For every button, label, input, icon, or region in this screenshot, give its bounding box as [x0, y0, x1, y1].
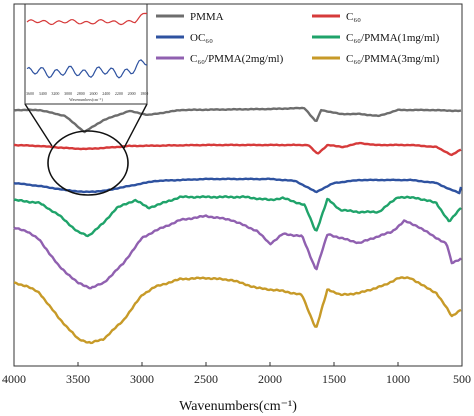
inset-tick-label: 3400 — [39, 91, 47, 96]
magnifier-circle — [47, 130, 129, 196]
series-line-2 — [13, 177, 463, 195]
x-tick-label: 1000 — [386, 372, 410, 386]
chart-frame — [13, 3, 463, 367]
x-tick-label: 2500 — [194, 372, 218, 386]
inset-series-line — [26, 12, 148, 26]
inset-tick-label: 3600 — [26, 91, 34, 96]
series-line-5 — [13, 276, 462, 345]
x-tick-label: 3500 — [66, 372, 90, 386]
series-line-4 — [13, 214, 462, 290]
x-axis-title: Wavenumbers(cm⁻¹) — [179, 399, 297, 414]
legend-label-pmma: PMMA — [190, 11, 224, 23]
inset-tick-label: 2200 — [115, 91, 123, 96]
legend-label-c60pmma1: C₆₀/PMMA(1mg/ml) — [346, 32, 440, 44]
inset-tick-label: 2400 — [102, 91, 110, 96]
legend-label-oc60: OC₆₀ — [190, 32, 213, 44]
series-lines — [13, 106, 463, 345]
x-tick-label: 1500 — [322, 372, 346, 386]
inset-tick-label: 2600 — [90, 91, 98, 96]
x-tick-label: 500 — [453, 372, 471, 386]
inset-tick-label: 3200 — [51, 91, 59, 96]
series-line-1 — [13, 141, 462, 157]
inset-tick-label: 2000 — [128, 91, 136, 96]
inset-tick-label: 3000 — [64, 91, 72, 96]
x-tick-label: 3000 — [130, 372, 154, 386]
legend-label-c60pmma2: C₆₀/PMMA(2mg/ml) — [190, 53, 284, 65]
inset-panel: 3600 3400 3200 3000 2800 2600 2400 2200 2000 1800… — [24, 3, 148, 105]
magnifier-connector-left — [24, 103, 53, 147]
inset-x-title: Wavenumbers(cm⁻¹) — [69, 97, 103, 102]
series-line-3 — [13, 195, 462, 238]
inset-tick-label: 2800 — [77, 91, 85, 96]
x-tick-label: 2000 — [258, 372, 282, 386]
inset-series-line — [26, 59, 148, 79]
legend-label-c60pmma3: C₆₀/PMMA(3mg/ml) — [346, 53, 440, 65]
x-tick-label: 4000 — [2, 372, 26, 386]
magnifier-connector-right — [123, 103, 148, 149]
series-line-0 — [13, 106, 462, 134]
legend: PMMA C₆₀ OC₆₀ C₆₀/PMMA(1mg/ml) C₆₀/PMMA(2mg/… — [156, 11, 440, 65]
legend-label-c60: C₆₀ — [346, 11, 361, 23]
inset-tick-label: 1800 — [140, 91, 148, 96]
x-axis-ticks: 4000 3500 3000 2500 2000 1500 1000 500 — [2, 362, 471, 386]
